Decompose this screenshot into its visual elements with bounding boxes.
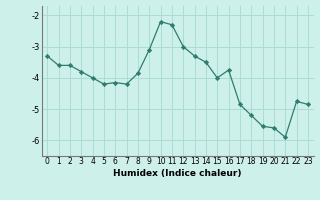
X-axis label: Humidex (Indice chaleur): Humidex (Indice chaleur) [113,169,242,178]
